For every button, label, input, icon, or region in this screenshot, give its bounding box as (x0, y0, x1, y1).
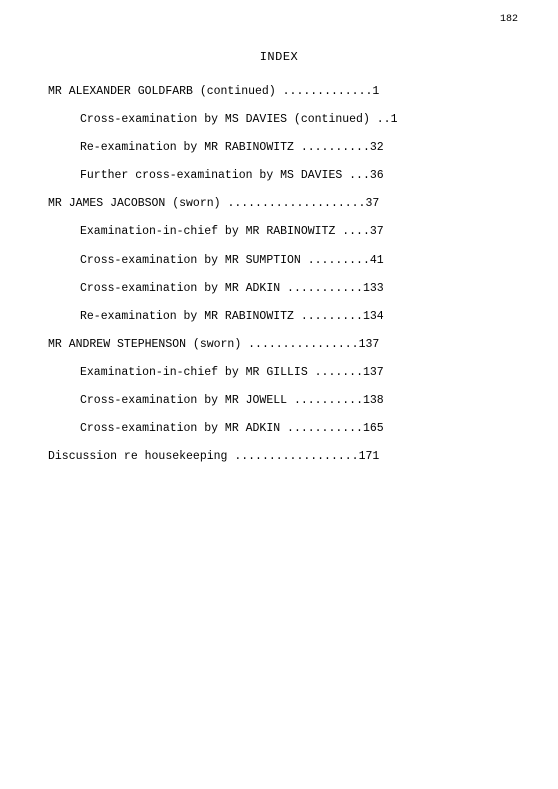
entry-leader: ........... (287, 282, 363, 295)
index-entry: Further cross-examination by MS DAVIES .… (48, 168, 510, 184)
entry-text: Re-examination by MR RABINOWITZ (80, 310, 294, 323)
entry-text: Discussion re housekeeping (48, 450, 227, 463)
entry-page: 134 (363, 310, 384, 323)
entry-leader: .. (377, 113, 391, 126)
entry-text: MR ALEXANDER GOLDFARB (continued) (48, 85, 276, 98)
entry-page: 37 (370, 225, 384, 238)
index-entry: Discussion re housekeeping .............… (48, 449, 510, 465)
entry-text: Cross-examination by MR SUMPTION (80, 254, 301, 267)
entry-page: 32 (370, 141, 384, 154)
index-entry: Cross-examination by MR SUMPTION .......… (48, 253, 510, 269)
entry-text: Examination-in-chief by MR RABINOWITZ (80, 225, 335, 238)
entry-page: 138 (363, 394, 384, 407)
entry-leader: ........... (287, 422, 363, 435)
index-entry: Re-examination by MR RABINOWITZ ........… (48, 309, 510, 325)
entry-text: Cross-examination by MR ADKIN (80, 422, 280, 435)
entry-leader: ... (349, 169, 370, 182)
entry-page: 1 (391, 113, 398, 126)
index-title: INDEX (48, 50, 510, 64)
index-entries: MR ALEXANDER GOLDFARB (continued) ......… (48, 84, 510, 465)
entry-page: 36 (370, 169, 384, 182)
entry-leader: .... (342, 225, 370, 238)
entry-page: 133 (363, 282, 384, 295)
entry-page: 137 (359, 338, 380, 351)
page-number: 182 (500, 14, 518, 25)
index-entry: Cross-examination by MS DAVIES (continue… (48, 112, 510, 128)
entry-leader: .................. (234, 450, 358, 463)
entry-page: 37 (365, 197, 379, 210)
entry-text: Cross-examination by MR ADKIN (80, 282, 280, 295)
entry-text: Further cross-examination by MS DAVIES (80, 169, 342, 182)
entry-text: Cross-examination by MR JOWELL (80, 394, 287, 407)
entry-leader: ................ (248, 338, 358, 351)
entry-text: Examination-in-chief by MR GILLIS (80, 366, 308, 379)
index-entry: MR JAMES JACOBSON (sworn) ..............… (48, 196, 510, 212)
entry-leader: ......... (308, 254, 370, 267)
entry-leader: .................... (227, 197, 365, 210)
entry-page: 1 (372, 85, 379, 98)
entry-leader: .......... (301, 141, 370, 154)
index-entry: Cross-examination by MR ADKIN ..........… (48, 281, 510, 297)
entry-page: 137 (363, 366, 384, 379)
entry-leader: ......... (301, 310, 363, 323)
index-content: INDEX MR ALEXANDER GOLDFARB (continued) … (0, 0, 558, 465)
entry-leader: ............. (283, 85, 373, 98)
entry-page: 171 (359, 450, 380, 463)
entry-page: 165 (363, 422, 384, 435)
entry-page: 41 (370, 254, 384, 267)
entry-leader: .......... (294, 394, 363, 407)
entry-text: MR JAMES JACOBSON (sworn) (48, 197, 221, 210)
index-entry: Re-examination by MR RABINOWITZ ........… (48, 140, 510, 156)
index-entry: Cross-examination by MR JOWELL .........… (48, 393, 510, 409)
index-entry: MR ANDREW STEPHENSON (sworn) ...........… (48, 337, 510, 353)
entry-text: Re-examination by MR RABINOWITZ (80, 141, 294, 154)
index-entry: Cross-examination by MR ADKIN ..........… (48, 421, 510, 437)
entry-leader: ....... (315, 366, 363, 379)
index-entry: Examination-in-chief by MR GILLIS ......… (48, 365, 510, 381)
index-entry: MR ALEXANDER GOLDFARB (continued) ......… (48, 84, 510, 100)
entry-text: MR ANDREW STEPHENSON (sworn) (48, 338, 241, 351)
entry-text: Cross-examination by MS DAVIES (continue… (80, 113, 370, 126)
index-entry: Examination-in-chief by MR RABINOWITZ ..… (48, 224, 510, 240)
